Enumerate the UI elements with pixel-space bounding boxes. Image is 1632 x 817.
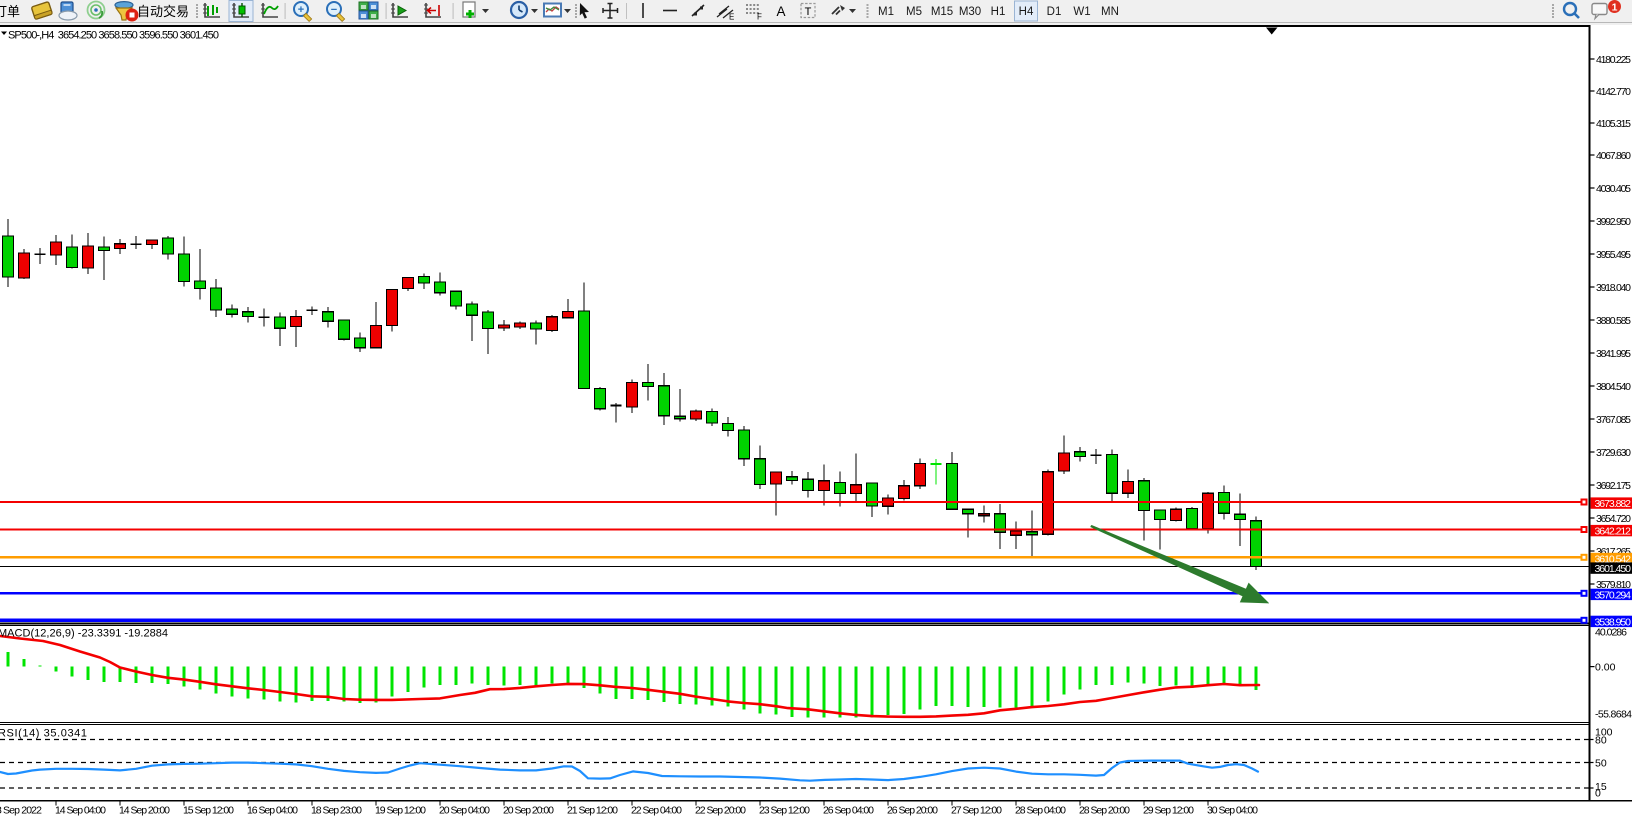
svg-text:−: − — [331, 4, 337, 16]
svg-text:3992.950: 3992.950 — [1596, 216, 1631, 228]
svg-text:H4: H4 — [1019, 6, 1034, 18]
svg-text:M5: M5 — [906, 6, 922, 18]
svg-text:M1: M1 — [878, 6, 894, 18]
svg-text:18 Sep 23:00: 18 Sep 23:00 — [311, 805, 362, 817]
svg-text:14 Sep 04:00: 14 Sep 04:00 — [55, 805, 106, 817]
svg-text:16 Sep 04:00: 16 Sep 04:00 — [247, 805, 298, 817]
svg-text:3570.294: 3570.294 — [1595, 589, 1632, 601]
svg-text:13 Sep 2022: 13 Sep 2022 — [0, 805, 42, 817]
svg-text:0.00: 0.00 — [1595, 662, 1616, 674]
svg-text:28 Sep 20:00: 28 Sep 20:00 — [1079, 805, 1130, 817]
svg-text:SP500-,H4 3654.250 3658.550 3: SP500-,H4 3654.250 3658.550 3596.550 360… — [8, 30, 219, 42]
svg-text:RSI(14) 35.0341: RSI(14) 35.0341 — [0, 728, 87, 740]
svg-text:20 Sep 20:00: 20 Sep 20:00 — [503, 805, 554, 817]
svg-text:20 Sep 04:00: 20 Sep 04:00 — [439, 805, 490, 817]
svg-text:3955.495: 3955.495 — [1596, 249, 1631, 261]
svg-text:3601.450: 3601.450 — [1595, 563, 1632, 575]
svg-text:F: F — [757, 13, 762, 22]
svg-text:19 Sep 12:00: 19 Sep 12:00 — [375, 805, 426, 817]
svg-text:H1: H1 — [991, 6, 1006, 18]
svg-text:M15: M15 — [931, 6, 953, 18]
svg-text:MN: MN — [1101, 6, 1119, 18]
svg-text:4067.860: 4067.860 — [1596, 150, 1631, 162]
svg-text:15 Sep 12:00: 15 Sep 12:00 — [183, 805, 234, 817]
svg-text:29 Sep 12:00: 29 Sep 12:00 — [1143, 805, 1194, 817]
svg-text:3642.212: 3642.212 — [1595, 526, 1632, 538]
svg-text:MACD(12,26,9) -23.3391 -19.288: MACD(12,26,9) -23.3391 -19.2884 — [0, 628, 168, 640]
svg-text:22 Sep 04:00: 22 Sep 04:00 — [631, 805, 682, 817]
svg-text:21 Sep 12:00: 21 Sep 12:00 — [567, 805, 618, 817]
svg-text:3918.040: 3918.040 — [1596, 282, 1631, 294]
svg-text:3804.540: 3804.540 — [1596, 381, 1631, 393]
svg-text:27 Sep 12:00: 27 Sep 12:00 — [951, 805, 1002, 817]
svg-text:3692.175: 3692.175 — [1596, 480, 1631, 492]
svg-text:40.0286: 40.0286 — [1595, 627, 1627, 639]
svg-text:80: 80 — [1595, 735, 1607, 747]
svg-text:14 Sep 20:00: 14 Sep 20:00 — [119, 805, 170, 817]
svg-text:50: 50 — [1595, 758, 1607, 770]
svg-text:T: T — [805, 6, 812, 18]
svg-text:A: A — [776, 4, 785, 19]
svg-text:3880.585: 3880.585 — [1596, 315, 1631, 327]
svg-text:30 Sep 04:00: 30 Sep 04:00 — [1207, 805, 1258, 817]
svg-text:28 Sep 04:00: 28 Sep 04:00 — [1015, 805, 1066, 817]
svg-text:26 Sep 04:00: 26 Sep 04:00 — [823, 805, 874, 817]
svg-text:M30: M30 — [959, 6, 981, 18]
svg-text:100: 100 — [1595, 727, 1613, 739]
svg-text:3767.085: 3767.085 — [1596, 414, 1631, 426]
svg-text:4105.315: 4105.315 — [1596, 118, 1631, 130]
svg-text:-55.8684: -55.8684 — [1595, 709, 1632, 721]
svg-text:3729.630: 3729.630 — [1596, 447, 1631, 459]
svg-text:3673.882: 3673.882 — [1595, 498, 1632, 510]
svg-text:4030.405: 4030.405 — [1596, 183, 1631, 195]
svg-text:22 Sep 20:00: 22 Sep 20:00 — [695, 805, 746, 817]
svg-text:D1: D1 — [1047, 6, 1062, 18]
svg-text:4180.225: 4180.225 — [1596, 54, 1631, 66]
svg-text:0: 0 — [1595, 788, 1601, 800]
svg-text:3841.995: 3841.995 — [1596, 348, 1631, 360]
svg-text:3654.720: 3654.720 — [1596, 513, 1631, 525]
svg-text:1: 1 — [1612, 2, 1618, 14]
svg-text:26 Sep 20:00: 26 Sep 20:00 — [887, 805, 938, 817]
svg-text:+: + — [298, 4, 304, 16]
svg-text:4142.770: 4142.770 — [1596, 86, 1631, 98]
svg-text:15: 15 — [1595, 781, 1607, 793]
svg-text:3538.950: 3538.950 — [1595, 616, 1632, 628]
svg-text:自动交易: 自动交易 — [137, 4, 189, 19]
svg-text:3579.810: 3579.810 — [1596, 579, 1631, 591]
svg-text:23 Sep 12:00: 23 Sep 12:00 — [759, 805, 810, 817]
svg-text:订单: 订单 — [0, 4, 20, 19]
svg-text:E: E — [729, 13, 734, 22]
svg-text:W1: W1 — [1073, 6, 1090, 18]
